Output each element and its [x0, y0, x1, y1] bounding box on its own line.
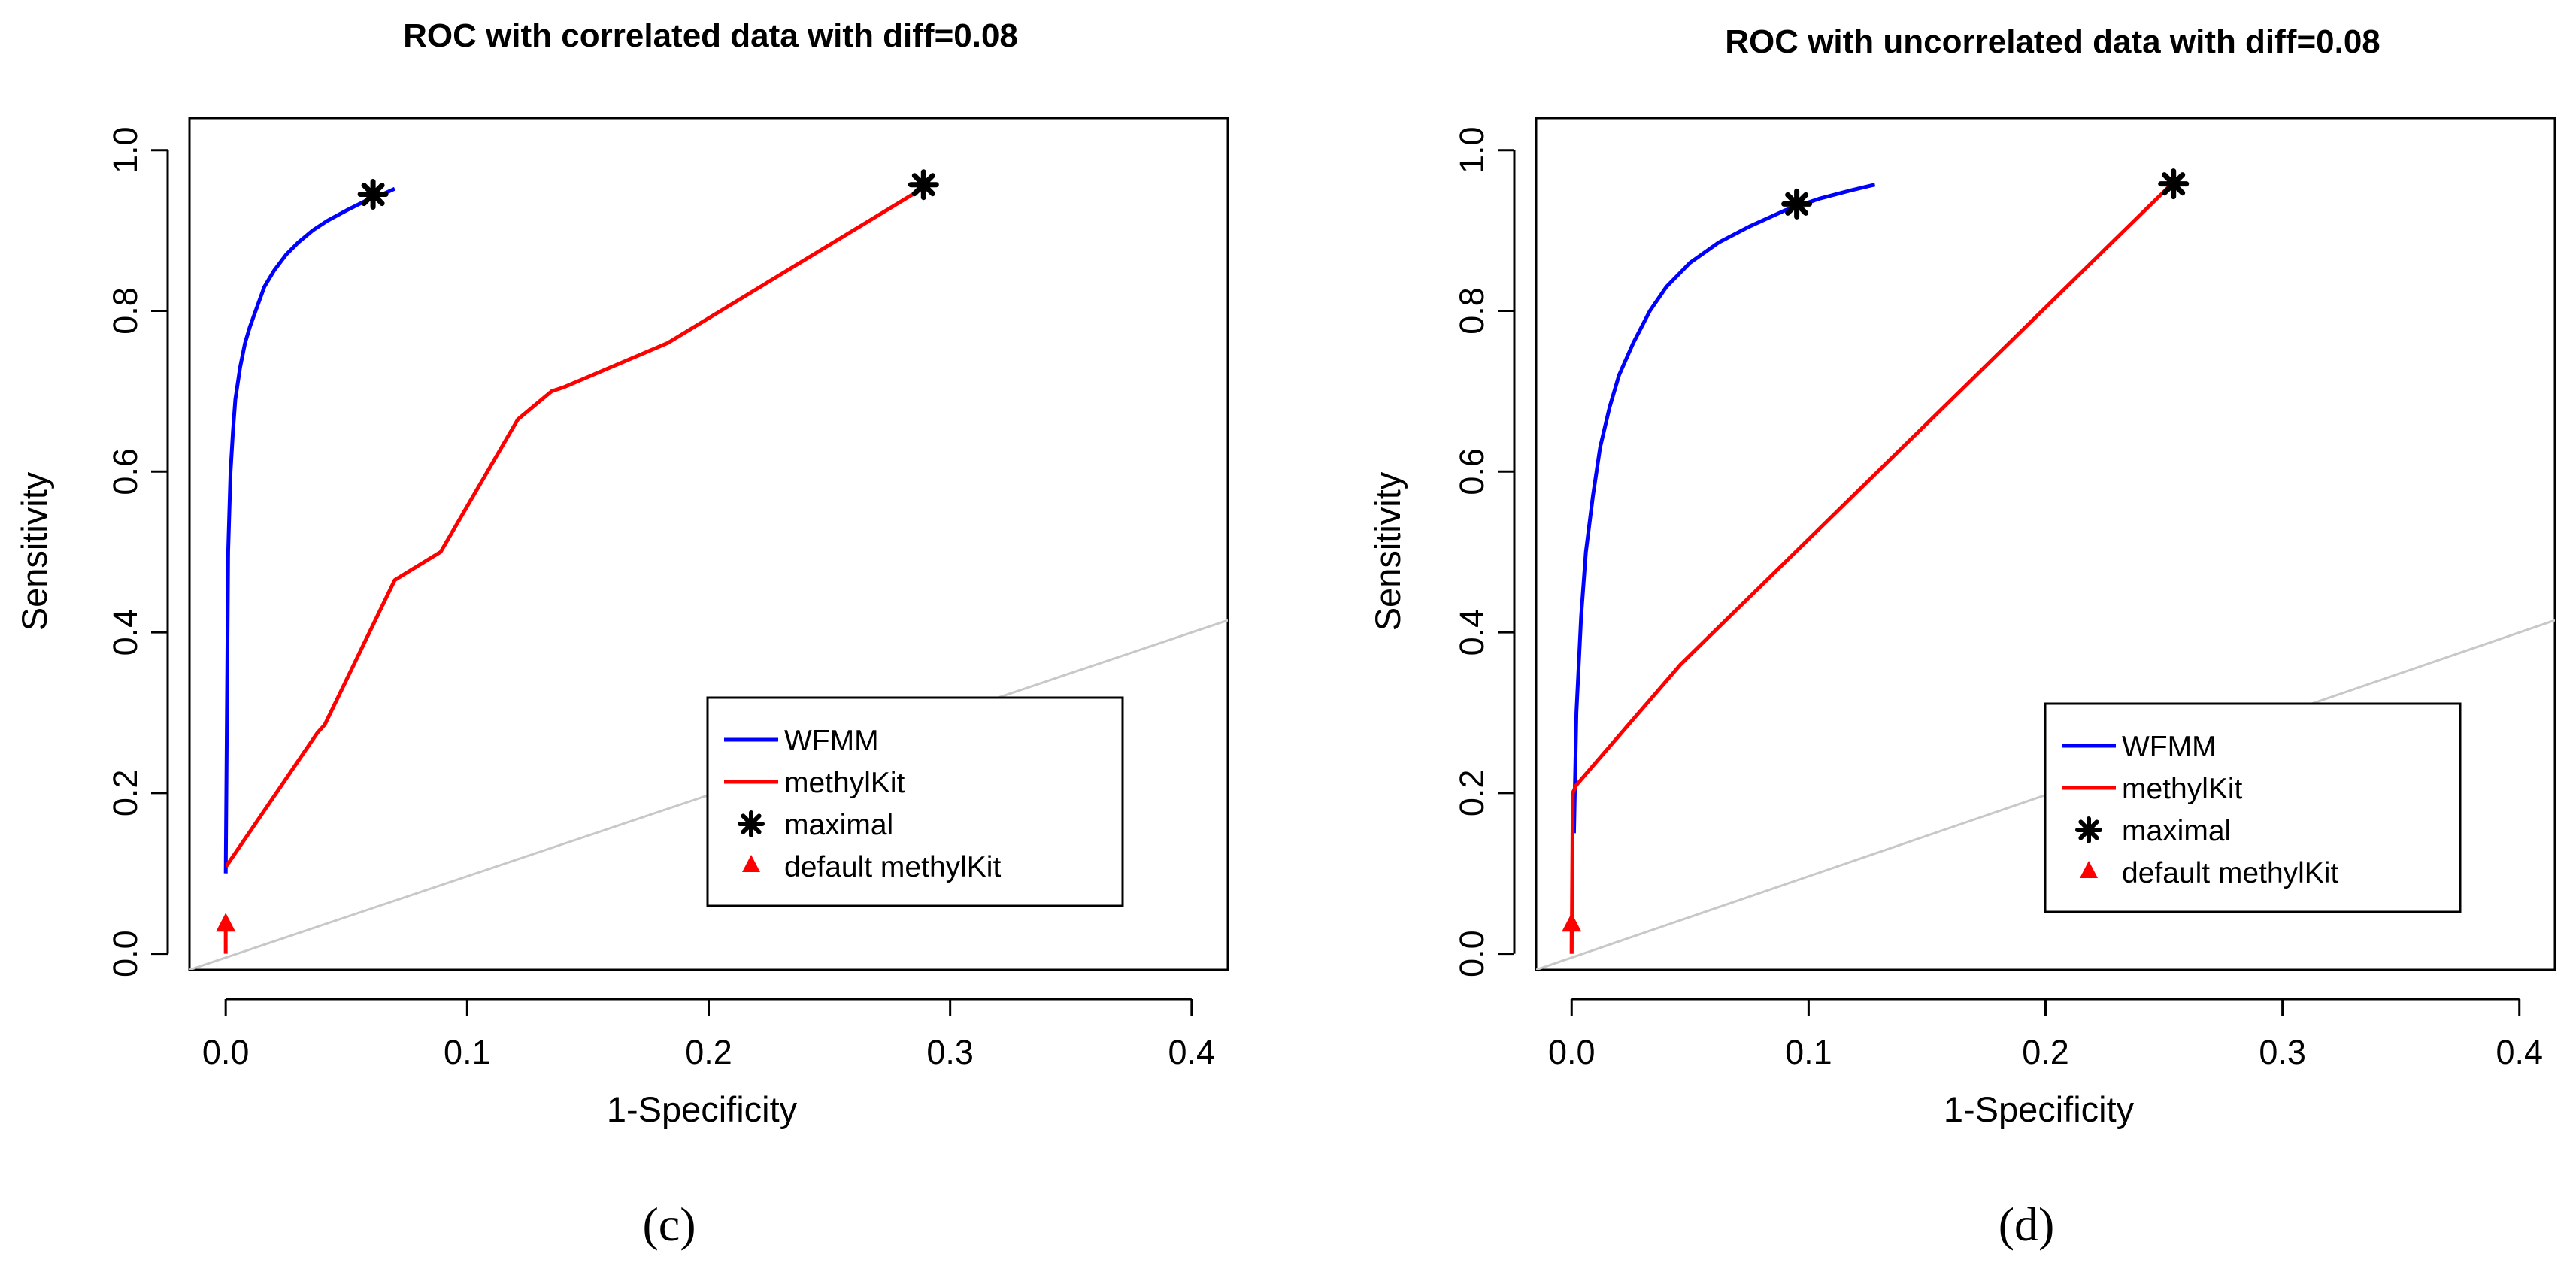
x-axis-title: 1-Specificity	[607, 1089, 798, 1129]
y-tick-label: 1.0	[1453, 126, 1491, 174]
y-tick-label: 0.4	[1453, 609, 1491, 656]
legend-star-swatch	[2075, 816, 2102, 843]
legend-item-label: default methylKit	[784, 851, 1001, 883]
x-tick-label: 0.0	[1548, 1033, 1596, 1071]
maximal-point-marker	[1781, 188, 1813, 220]
y-axis: 0.0 0.2 0.4 0.6 0.8 1.0	[1453, 126, 1516, 977]
legend: WFMM methylKit maximal default methylKit	[706, 696, 1124, 907]
plot-frame	[188, 117, 1229, 971]
legend-item-label: default methylKit	[2122, 857, 2338, 889]
methylkit-roc-line	[225, 184, 927, 868]
y-axis-title: Sensitivity	[1368, 471, 1408, 631]
panel-letter: (d)	[1999, 1198, 2055, 1251]
maximal-point-marker	[2158, 168, 2190, 200]
legend-box	[706, 696, 1124, 907]
y-tick-label: 0.0	[106, 930, 144, 977]
legend-item-label: maximal	[784, 809, 893, 841]
x-tick-label: 0.1	[444, 1033, 491, 1071]
maximal-point-marker	[908, 169, 939, 201]
default-methylkit-marker	[216, 913, 236, 932]
x-axis: 0.0 0.1 0.2 0.3 0.4	[1548, 998, 2543, 1071]
y-tick-label: 0.8	[106, 287, 144, 335]
x-tick-label: 0.3	[926, 1033, 974, 1071]
default-methylkit-marker	[1562, 913, 1582, 932]
y-tick-label: 0.2	[1453, 770, 1491, 817]
x-tick-label: 0.4	[2496, 1033, 2543, 1071]
roc-panel-uncorrelated: ROC with uncorrelated data with diff=0.0…	[1368, 23, 2556, 1251]
methylkit-roc-line	[1569, 183, 2173, 954]
y-tick-label: 0.0	[1453, 930, 1491, 977]
x-tick-label: 0.2	[2022, 1033, 2069, 1071]
x-tick-label: 0.4	[1168, 1033, 1216, 1071]
panel-letter: (c)	[642, 1198, 696, 1251]
y-tick-label: 0.6	[1453, 448, 1491, 495]
legend-box	[2044, 702, 2462, 913]
legend-triangle-swatch	[2080, 861, 2098, 878]
wfmm-roc-line	[223, 186, 396, 874]
y-axis: 0.0 0.2 0.4 0.6 0.8 1.0	[106, 126, 169, 977]
chart-title: ROC with uncorrelated data with diff=0.0…	[1725, 23, 2381, 60]
legend-item-label: WFMM	[784, 725, 879, 757]
legend: WFMM methylKit maximal default methylKit	[2044, 702, 2462, 913]
legend-item-label: maximal	[2122, 815, 2231, 847]
x-tick-label: 0.3	[2259, 1033, 2306, 1071]
chart-title: ROC with correlated data with diff=0.08	[403, 17, 1018, 54]
y-axis-title: Sensitivity	[14, 471, 54, 631]
x-axis-title: 1-Specificity	[1944, 1089, 2135, 1129]
y-tick-label: 1.0	[106, 126, 144, 174]
y-tick-label: 0.4	[106, 609, 144, 656]
legend-triangle-swatch	[742, 855, 760, 872]
legend-item-label: WFMM	[2122, 731, 2217, 763]
legend-item-label: methylKit	[2122, 773, 2243, 805]
legend-star-swatch	[738, 810, 765, 837]
y-tick-label: 0.6	[106, 448, 144, 495]
x-axis: 0.0 0.1 0.2 0.3 0.4	[202, 998, 1216, 1071]
legend-item-label: methylKit	[784, 767, 905, 799]
plot-frame	[1535, 117, 2556, 971]
y-tick-label: 0.2	[106, 770, 144, 817]
x-tick-label: 0.1	[1785, 1033, 1832, 1071]
x-tick-label: 0.0	[202, 1033, 250, 1071]
roc-panel-correlated: ROC with correlated data with diff=0.08 0…	[14, 17, 1229, 1251]
y-tick-label: 0.8	[1453, 287, 1491, 335]
x-tick-label: 0.2	[685, 1033, 732, 1071]
maximal-point-marker	[357, 179, 389, 210]
